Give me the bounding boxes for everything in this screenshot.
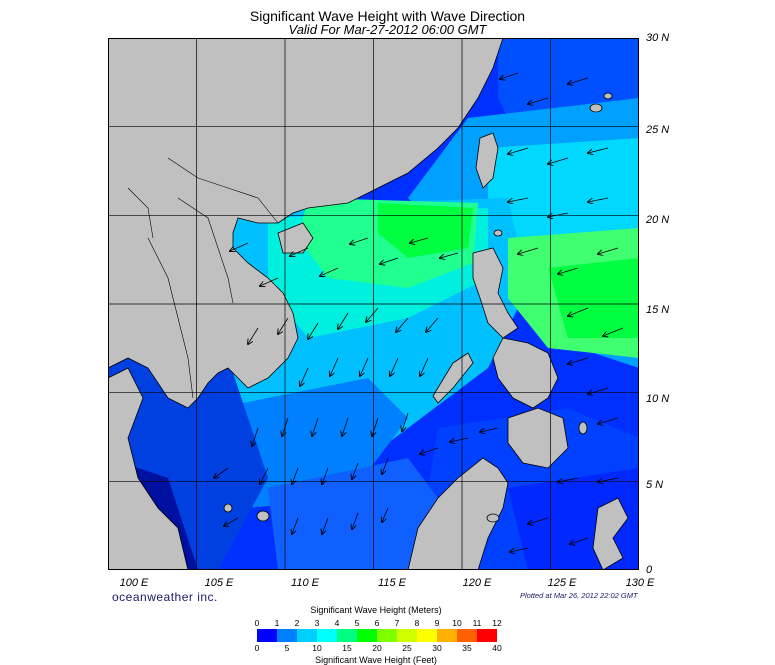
- legend-feet-tick: 40: [492, 643, 502, 653]
- legend-color-segment: [397, 629, 418, 642]
- legend-meter-tick: 11: [472, 618, 482, 628]
- lat-label-20n: 20 N: [646, 214, 670, 226]
- legend-feet-tick: 15: [342, 643, 352, 653]
- legend-meter-tick: 3: [314, 618, 320, 628]
- lon-label-115e: 115 E: [378, 577, 406, 589]
- wave-height-field: [108, 38, 639, 570]
- legend-feet-tick: 10: [312, 643, 322, 653]
- legend-meter-tick: 6: [374, 618, 380, 628]
- legend-color-segment: [277, 629, 298, 642]
- lon-label-100e: 100 E: [119, 577, 149, 589]
- legend-color-segment: [477, 629, 497, 642]
- lon-label-105e: 105 E: [204, 577, 234, 589]
- lon-label-130e: 130 E: [625, 577, 655, 589]
- wave-height-map: [108, 38, 639, 570]
- lat-label-5n: 5 N: [646, 479, 664, 491]
- legend-meter-tick: 10: [452, 618, 462, 628]
- plotted-timestamp: Plotted at Mar 26, 2012 22:02 GMT: [520, 591, 638, 600]
- map-border: [108, 38, 639, 570]
- legend-meter-tick: 5: [354, 618, 360, 628]
- legend-feet-tick: 35: [462, 643, 472, 653]
- map-subtitle: Valid For Mar-27-2012 06:00 GMT: [288, 22, 487, 37]
- legend-color-segment: [357, 629, 378, 642]
- legend-feet-tick: 0: [254, 643, 260, 653]
- map-title: Significant Wave Height with Wave Direct…: [249, 8, 526, 24]
- map-canvas: [108, 38, 639, 570]
- legend-feet-tick: 5: [284, 643, 290, 653]
- legend-meters-title: Significant Wave Height (Meters): [310, 605, 442, 615]
- legend-color-segment: [297, 629, 318, 642]
- legend-meter-tick: 2: [294, 618, 300, 628]
- legend-meter-tick: 0: [254, 618, 260, 628]
- lat-label-10n: 10 N: [646, 393, 670, 405]
- legend-color-segment: [377, 629, 398, 642]
- legend-color-segment: [337, 629, 358, 642]
- legend-meter-tick: 9: [434, 618, 440, 628]
- legend-feet-tick: 30: [432, 643, 442, 653]
- lat-label-0: 0: [646, 564, 653, 576]
- wave-direction-arrows: [214, 72, 624, 552]
- land-masses: [108, 38, 629, 570]
- lon-label-125e: 125 E: [547, 577, 577, 589]
- lon-label-120e: 120 E: [462, 577, 492, 589]
- legend-color-segment: [317, 629, 338, 642]
- country-borders: [127, 157, 279, 399]
- lat-lon-grid: [108, 38, 639, 570]
- legend-meter-tick: 4: [334, 618, 340, 628]
- brand-logo: oceanweather inc.: [112, 590, 218, 604]
- lat-label-30n: 30 N: [646, 32, 670, 44]
- legend-color-segment: [257, 629, 278, 642]
- legend-feet-tick: 20: [372, 643, 382, 653]
- legend-meter-tick: 7: [394, 618, 400, 628]
- legend-feet-title: Significant Wave Height (Feet): [315, 655, 437, 665]
- legend-meter-tick: 8: [414, 618, 420, 628]
- legend-color-segment: [437, 629, 458, 642]
- lon-label-110e: 110 E: [291, 577, 319, 589]
- legend-color-segment: [417, 629, 438, 642]
- legend-meter-tick: 1: [274, 618, 280, 628]
- legend-feet-tick: 25: [402, 643, 412, 653]
- lat-label-15n: 15 N: [646, 304, 670, 316]
- legend-color-segment: [457, 629, 478, 642]
- legend-meter-tick: 12: [492, 618, 502, 628]
- legend-color-bar: [257, 629, 497, 642]
- lat-label-25n: 25 N: [646, 124, 670, 136]
